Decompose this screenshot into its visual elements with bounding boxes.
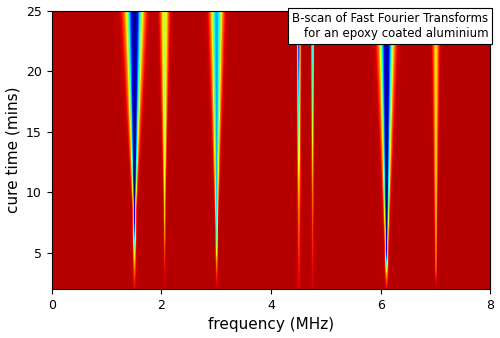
X-axis label: frequency (MHz): frequency (MHz) [208, 317, 334, 333]
Y-axis label: cure time (mins): cure time (mins) [6, 87, 20, 213]
Text: B-scan of Fast Fourier Transforms
for an epoxy coated aluminium: B-scan of Fast Fourier Transforms for an… [292, 12, 488, 40]
